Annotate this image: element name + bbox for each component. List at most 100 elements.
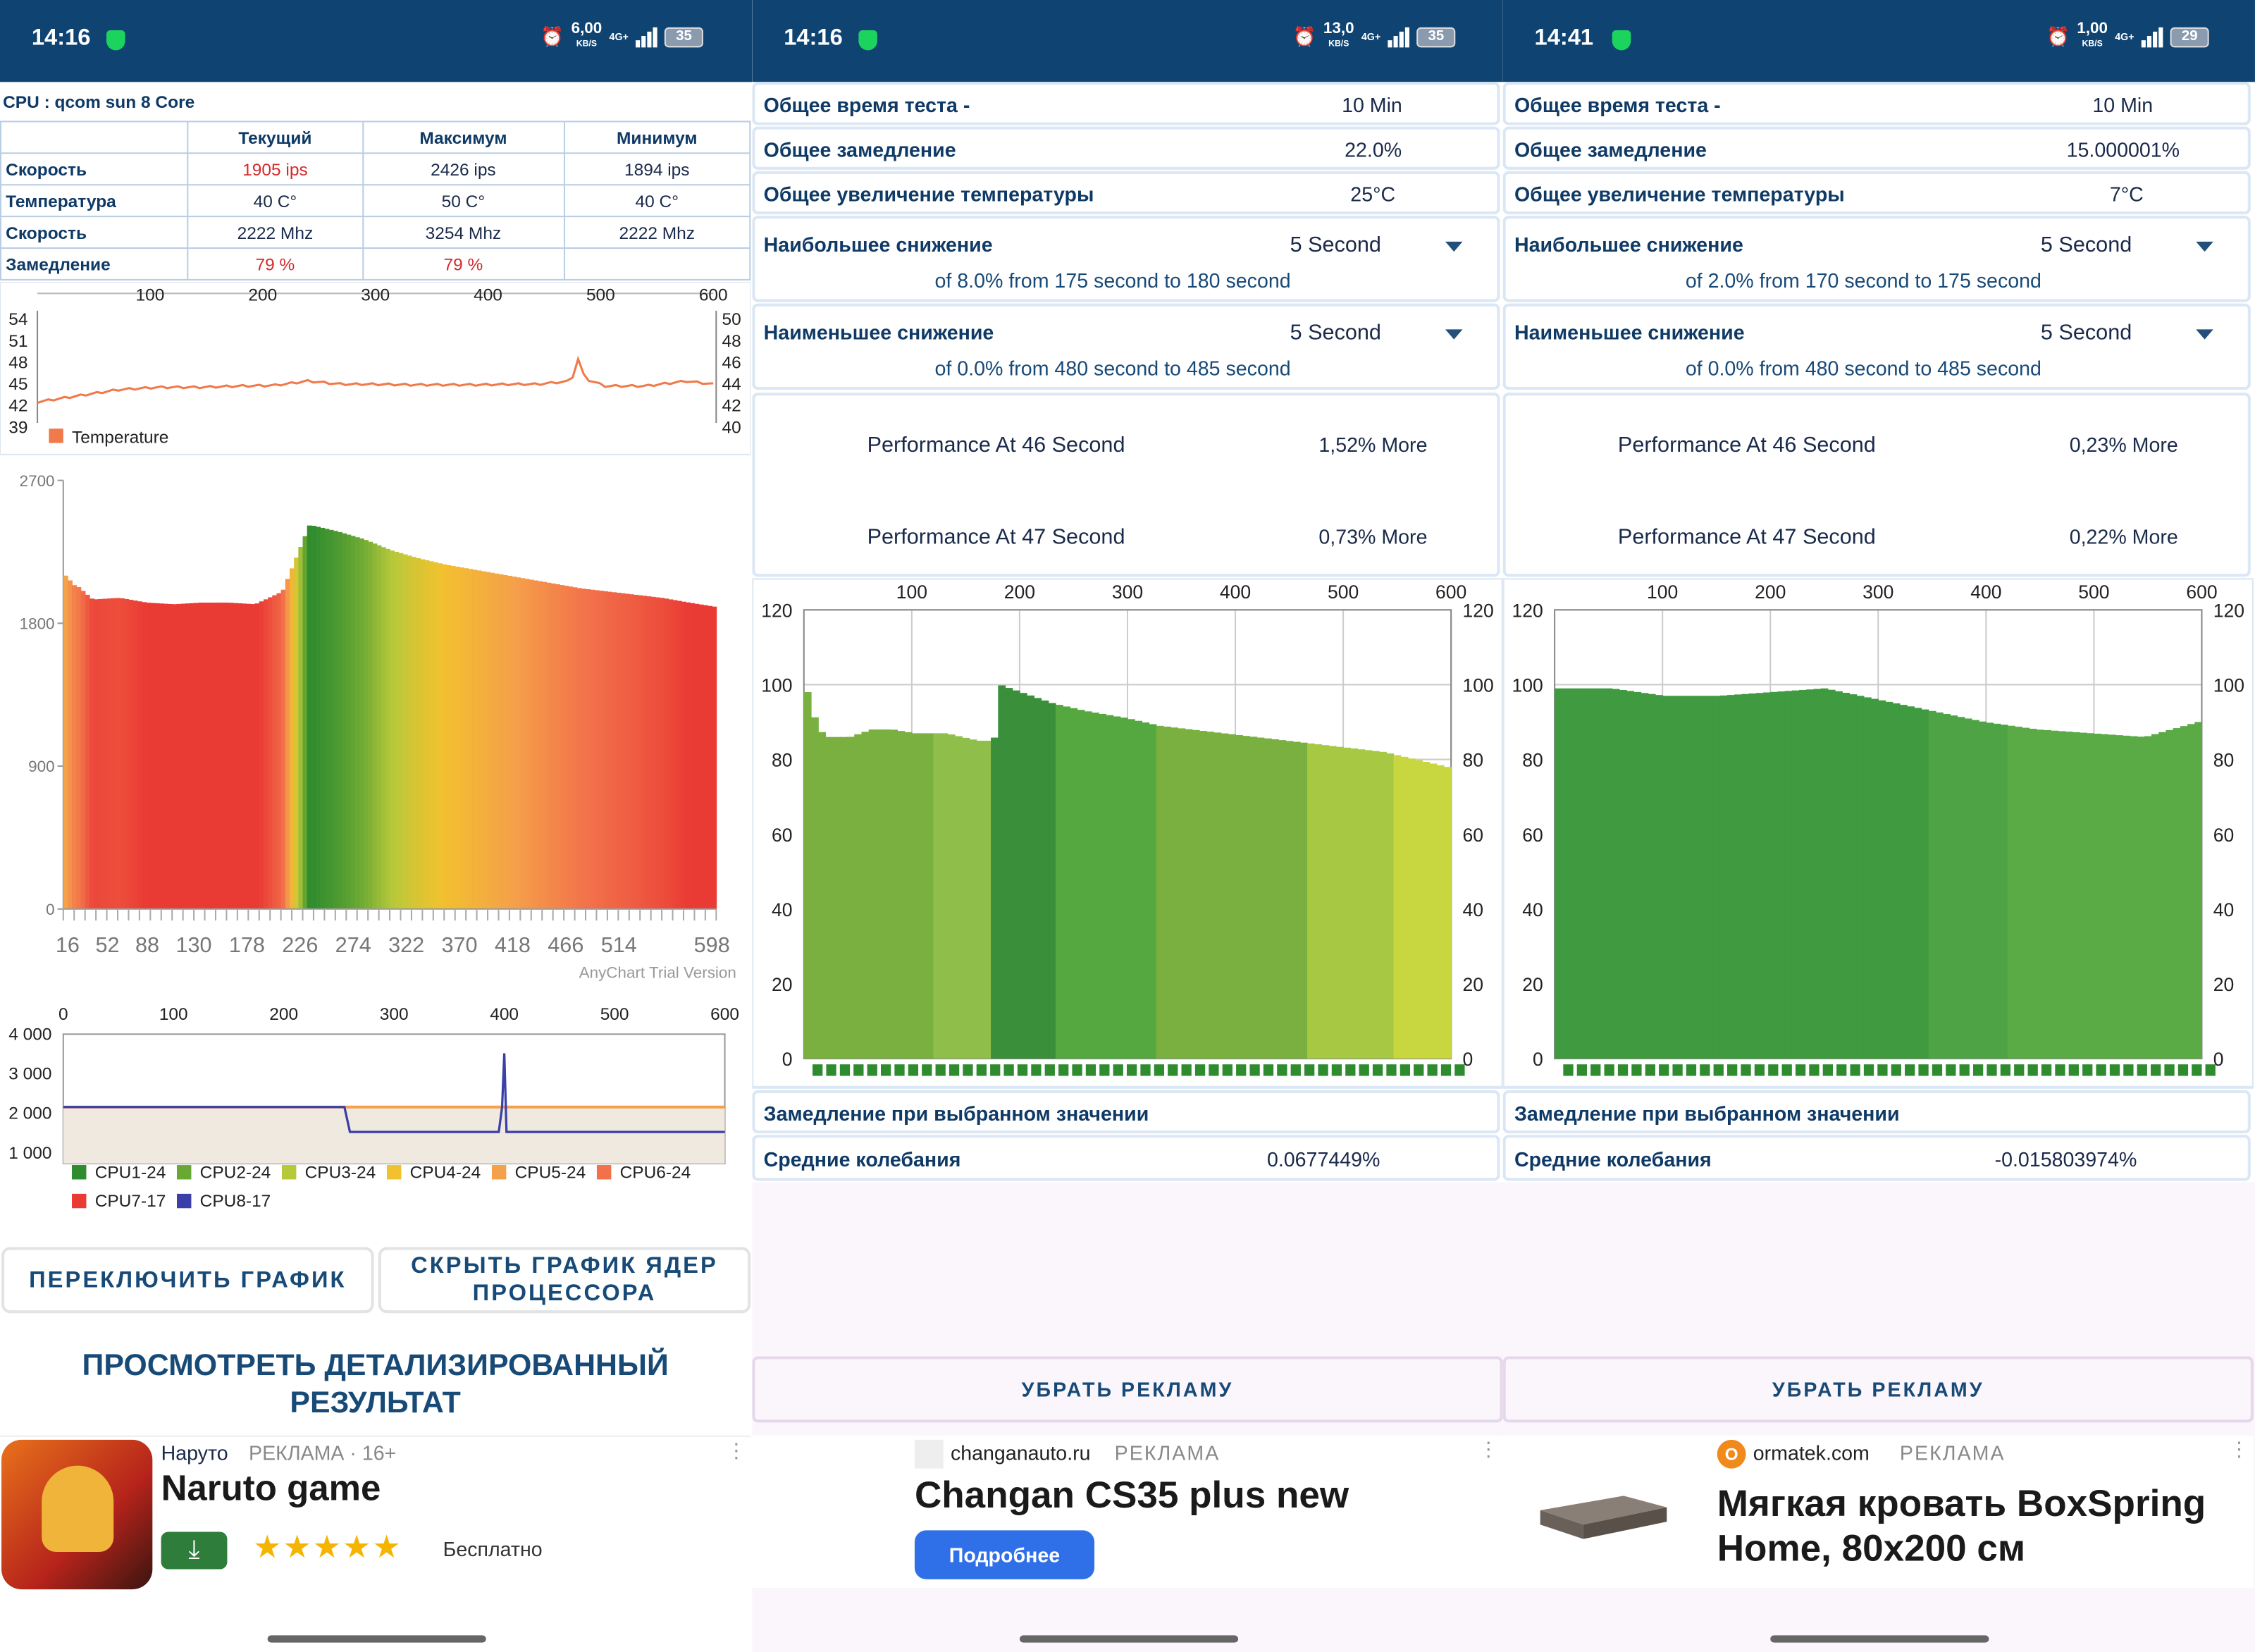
performance-bar	[1957, 717, 1965, 1059]
avg-fluctuation-row: Средние колебания -0.015803974%	[1502, 1135, 2251, 1181]
segment-marker	[1209, 1064, 1219, 1076]
chevron-down-icon[interactable]	[1445, 241, 1463, 252]
performance-bar	[1734, 694, 1743, 1059]
speed-bar	[159, 603, 164, 909]
speed-bar	[372, 543, 378, 909]
speed-bar	[624, 593, 630, 909]
segment-marker	[1946, 1064, 1956, 1076]
legend-label: CPU7-17	[95, 1192, 166, 1211]
performance-bar	[1799, 689, 1807, 1059]
speed-bar	[350, 536, 356, 909]
interval-select[interactable]: 5 Second	[2040, 321, 2132, 345]
cell: 2222 Mhz	[563, 216, 751, 249]
performance-bar	[811, 717, 819, 1059]
signal-icon	[2141, 27, 2163, 48]
performance-bar	[1156, 725, 1164, 1059]
speed-bar	[428, 561, 434, 909]
chevron-down-icon[interactable]	[1445, 329, 1463, 340]
chevron-down-icon[interactable]	[2196, 329, 2213, 340]
speed-bar	[246, 603, 252, 909]
performance-bar	[1605, 688, 1613, 1059]
performance-bar	[1569, 688, 1577, 1059]
more-icon[interactable]: ⋮	[726, 1438, 747, 1462]
x-tick-label: 274	[335, 933, 371, 957]
performance-bar	[1407, 758, 1416, 1059]
chevron-down-icon[interactable]	[2196, 241, 2213, 252]
performance-bar	[1077, 710, 1085, 1059]
nav-handle[interactable]	[1018, 1635, 1238, 1643]
max-drop-row[interactable]: Наибольшее снижение 5 Second of 8.0% fro…	[752, 216, 1500, 302]
download-icon[interactable]: ⤓	[161, 1531, 228, 1570]
interval-select[interactable]: 5 Second	[1290, 233, 1381, 258]
x-tick-label: 178	[229, 933, 265, 957]
min-drop-row[interactable]: Наименьшее снижение 5 Second of 0.0% fro…	[752, 303, 1500, 390]
performance-bar	[1386, 753, 1395, 1059]
hide-cores-button[interactable]: СКРЫТЬ ГРАФИК ЯДЕР ПРОЦЕССОРА	[378, 1247, 751, 1314]
performance-bar	[1612, 689, 1620, 1059]
ad-banner[interactable]: changanauto.ru РЕКЛАМА ⋮ Changan CS35 pl…	[752, 1435, 1503, 1589]
segment-marker	[853, 1064, 864, 1076]
ad-banner[interactable]: O ormatek.com РЕКЛАМА ⋮ Мягкая кровать B…	[1502, 1435, 2254, 1589]
speed-bar	[576, 588, 582, 909]
more-details-button[interactable]: Подробнее	[914, 1530, 1095, 1579]
performance-bar	[1576, 688, 1584, 1059]
performance-bar	[904, 732, 913, 1059]
segment-marker	[1414, 1064, 1424, 1076]
segment-marker	[1754, 1064, 1765, 1076]
table-header-row: Текущий Максимум Минимум	[0, 121, 751, 154]
speed-bar	[316, 526, 321, 909]
signal-icon	[1388, 27, 1410, 48]
perf-value: 0,23% More	[2069, 433, 2178, 456]
speed-bar	[346, 534, 352, 909]
interval-select[interactable]: 5 Second	[1290, 321, 1381, 345]
performance-bar	[1914, 708, 1922, 1059]
performance-bar	[1633, 691, 1642, 1059]
ad-title: Changan CS35 plus new	[914, 1472, 1349, 1517]
performance-bar	[1655, 695, 1663, 1059]
speed-bar	[603, 591, 608, 909]
remove-ads-button[interactable]: УБРАТЬ РЕКЛАМУ	[1502, 1356, 2254, 1423]
performance-bar	[1863, 697, 1872, 1059]
nav-handle[interactable]	[1769, 1635, 1989, 1643]
app-icon	[1, 1439, 153, 1590]
speed-bar	[172, 604, 178, 909]
y-tick-label-right: 120	[2213, 600, 2244, 622]
ad-tag: РЕКЛАМА	[1114, 1441, 1221, 1465]
max-drop-row[interactable]: Наибольшее снижение 5 Second of 2.0% fro…	[1502, 216, 2251, 302]
segment-marker	[1836, 1064, 1847, 1076]
net-speed-value: 6,00	[571, 20, 603, 38]
performance-bar	[847, 736, 855, 1059]
x-tick-label: 100	[159, 1005, 188, 1024]
performance-bar	[2144, 736, 2152, 1059]
performance-bar	[1321, 745, 1330, 1059]
y-tick-label: 51	[8, 332, 27, 351]
performance-bar	[1871, 698, 1879, 1059]
performance-bar	[1979, 721, 1987, 1059]
performance-bar	[1178, 728, 1186, 1059]
more-icon[interactable]: ⋮	[2229, 1436, 2249, 1460]
speed-bar	[681, 601, 686, 909]
segment-marker	[1359, 1064, 1369, 1076]
nav-handle[interactable]	[266, 1635, 486, 1643]
performance-bar	[883, 729, 891, 1059]
segment-marker	[1850, 1064, 1860, 1076]
detailed-result-link[interactable]: ПРОСМОТРЕТЬ ДЕТАЛИЗИРОВАННЫЙ РЕЗУЛЬТАТ	[82, 1349, 669, 1420]
ad-banner[interactable]: Наруто РЕКЛАМА · 16+ ⋮ Naruto game ⤓ ★★★…	[0, 1435, 751, 1590]
table-row: Скорость 1905 ips 2426 ips 1894 ips	[0, 152, 751, 186]
y-tick-label: 60	[772, 825, 793, 846]
performance-bar	[1328, 746, 1337, 1059]
remove-ads-button[interactable]: УБРАТЬ РЕКЛАМУ	[752, 1356, 1503, 1423]
interval-select[interactable]: 5 Second	[2040, 233, 2132, 258]
alarm-icon: ⏰	[1292, 25, 1316, 48]
speed-bar	[476, 570, 482, 909]
min-drop-row[interactable]: Наименьшее снижение 5 Second of 0.0% fro…	[1502, 303, 2251, 390]
row-label: Наименьшее снижение	[763, 321, 994, 344]
speed-bar	[668, 599, 674, 909]
performance-bar	[2065, 732, 2073, 1059]
performance-bar	[1583, 688, 1591, 1059]
stats-table: Текущий Максимум Минимум Скорость 1905 i…	[0, 121, 751, 281]
more-icon[interactable]: ⋮	[1478, 1436, 1499, 1460]
switch-chart-button[interactable]: ПЕРЕКЛЮЧИТЬ ГРАФИК	[1, 1247, 374, 1314]
performance-bar	[2108, 734, 2116, 1059]
speed-bar	[507, 576, 512, 909]
